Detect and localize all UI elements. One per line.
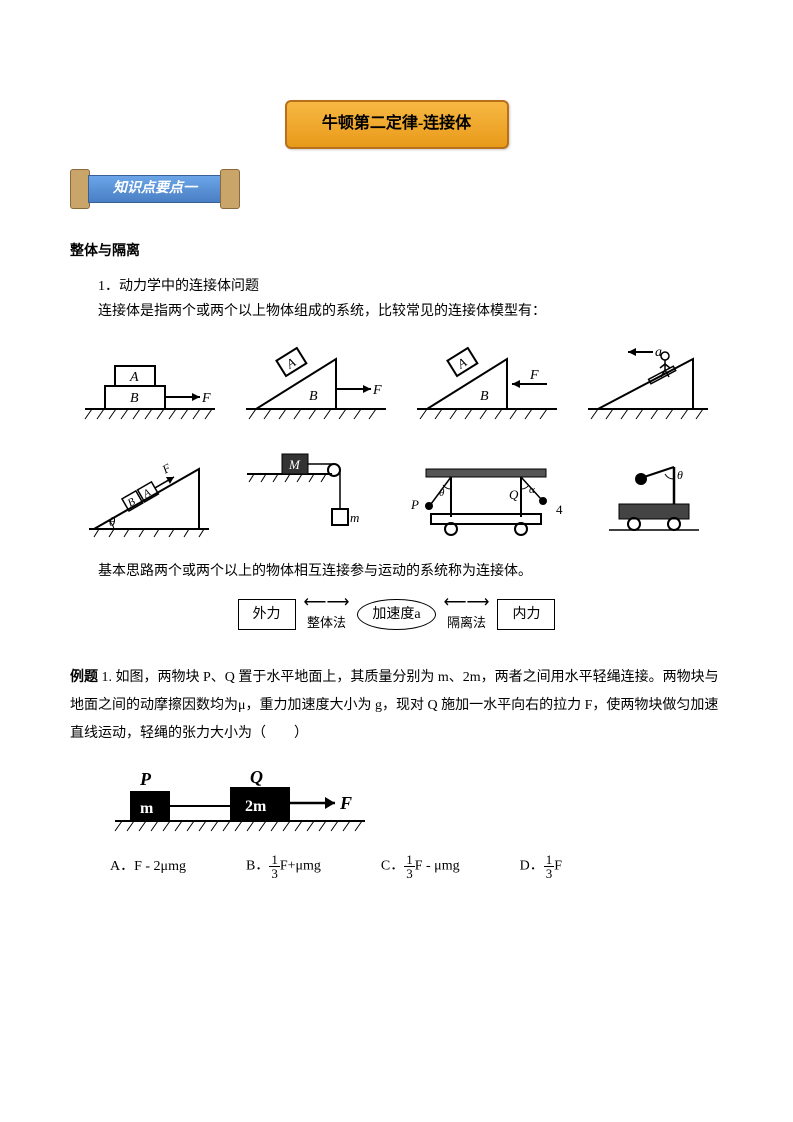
svg-text:m: m xyxy=(140,800,154,817)
svg-text:4: 4 xyxy=(556,502,563,517)
svg-text:2m: 2m xyxy=(245,798,267,815)
scroll-cap-right xyxy=(220,169,240,209)
scroll-cap-left xyxy=(70,169,90,209)
flow-arrow-right: ⟵⟶ 隔离法 xyxy=(444,595,490,634)
svg-text:P: P xyxy=(410,497,419,512)
summary-text: 基本思路两个或两个以上的物体相互连接参与运动的系统称为连接体。 xyxy=(70,559,723,584)
option-c: C．13F - μmg xyxy=(381,853,460,880)
flow-diagram: 外力 ⟵⟶ 整体法 加速度a ⟵⟶ 隔离法 内力 xyxy=(70,595,723,634)
svg-text:F: F xyxy=(372,383,382,398)
diagram-stacked-blocks: A B F xyxy=(80,344,220,424)
option-a: A．F - 2μmg xyxy=(110,854,186,879)
diagram-row-1: A B F A B F xyxy=(70,344,723,424)
svg-text:F: F xyxy=(339,793,352,813)
flow-method1: 整体法 xyxy=(307,611,346,634)
flow-arrow-left: ⟵⟶ 整体法 xyxy=(304,595,350,634)
diagram-row-2: θ B A F M m xyxy=(70,444,723,539)
problem-text: 例题 1. 如图，两物块 P、Q 置于水平地面上，其质量分别为 m、2m，两者之… xyxy=(70,664,723,748)
label-b: B xyxy=(130,391,139,406)
svg-text:M: M xyxy=(288,457,301,472)
svg-text:Q: Q xyxy=(509,487,519,502)
label-a: A xyxy=(129,370,139,385)
point1-text: 连接体是指两个或两个以上物体组成的系统，比较常见的连接体模型有： xyxy=(70,299,723,324)
svg-text:θ: θ xyxy=(677,468,683,482)
svg-text:P: P xyxy=(139,769,152,789)
svg-text:Q: Q xyxy=(250,767,263,787)
option-d: D．13F xyxy=(520,853,562,880)
svg-text:a: a xyxy=(655,345,662,360)
diagram-pulley-table: M m xyxy=(242,444,362,539)
diagram-person-incline: a xyxy=(583,344,713,424)
problem-1: 例题 1. 如图，两物块 P、Q 置于水平地面上，其质量分别为 m、2m，两者之… xyxy=(70,664,723,880)
arrow-icon: ⟵⟶ xyxy=(444,595,490,611)
problem-body: 如图，两物块 P、Q 置于水平地面上，其质量分别为 m、2m，两者之间用水平轻绳… xyxy=(70,670,719,741)
flow-oval-accel: 加速度a xyxy=(357,599,435,630)
flow-box-external: 外力 xyxy=(238,599,296,630)
svg-text:m: m xyxy=(350,510,359,525)
diagram-cart-rod: θ xyxy=(599,449,709,539)
svg-text:B: B xyxy=(309,389,318,404)
diagram-cart-pendulum: P θ Q α 4 xyxy=(391,449,571,539)
section-banner: 知识点要点一 xyxy=(70,169,240,209)
problem-num: 1. xyxy=(102,670,113,685)
svg-text:F: F xyxy=(529,368,539,383)
point1-label: 1．动力学中的连接体问题 xyxy=(70,274,723,299)
diagram-incline-left: A B F xyxy=(412,344,562,424)
diagram-incline-right: A B F xyxy=(241,344,391,424)
page-title: 牛顿第二定律-连接体 xyxy=(285,100,509,149)
svg-text:α: α xyxy=(529,484,535,496)
diagram-incline-ba: θ B A F xyxy=(84,449,214,539)
problem-options: A．F - 2μmg B．13F+μmg C．13F - μmg D．13F xyxy=(110,853,723,880)
problem-label: 例题 xyxy=(70,670,98,685)
section-heading: 整体与隔离 xyxy=(70,239,723,264)
svg-text:F: F xyxy=(159,461,174,478)
problem-figure: m P 2m Q F xyxy=(110,763,723,838)
arrow-icon: ⟵⟶ xyxy=(304,595,350,611)
flow-box-internal: 内力 xyxy=(497,599,555,630)
svg-text:θ: θ xyxy=(439,487,445,499)
svg-text:B: B xyxy=(480,389,489,404)
flow-method2: 隔离法 xyxy=(447,611,486,634)
label-f: F xyxy=(201,391,211,406)
option-b: B．13F+μmg xyxy=(246,853,321,880)
banner-text: 知识点要点一 xyxy=(88,175,222,203)
